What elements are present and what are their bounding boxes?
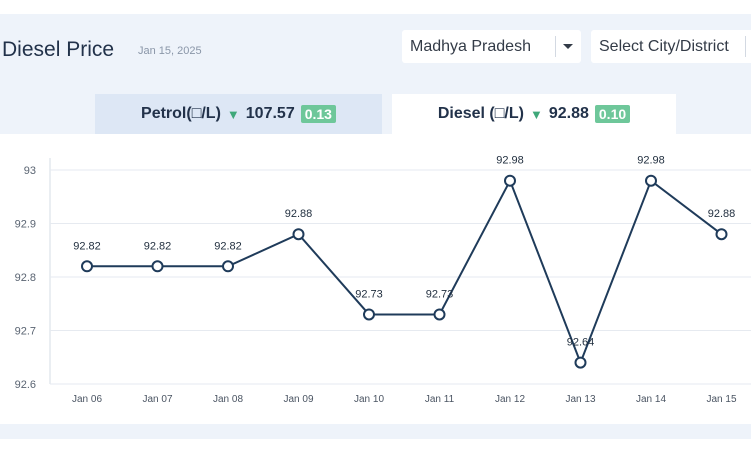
x-tick-label: Jan 06 [72, 394, 102, 405]
city-select[interactable]: Select City/District [591, 30, 751, 63]
tab-petrol-change-badge: 0.13 [300, 105, 336, 123]
data-point [715, 228, 728, 241]
down-arrow-icon: ▼ [226, 106, 240, 122]
tab-diesel-label: Diesel (□/L) [437, 105, 524, 122]
chevron-down-icon[interactable] [563, 44, 573, 49]
data-point [292, 228, 305, 241]
data-label: 92.73 [426, 288, 454, 300]
data-label: 92.98 [637, 155, 665, 167]
data-label: 92.82 [214, 240, 242, 252]
x-tick-label: Jan 14 [636, 394, 666, 405]
x-tick-label: Jan 09 [283, 394, 313, 405]
select-divider [745, 36, 746, 57]
data-label: 92.82 [73, 240, 101, 252]
data-point [574, 356, 587, 369]
price-line-chart: 92.6 92.7 92.8 92.9 93 Jan 06 Jan 07 Jan 08 Jan … [15, 155, 751, 405]
data-label: 92.73 [355, 288, 383, 300]
tab-petrol[interactable]: Petrol(□/L) ▼ 107.57 0.13 [95, 94, 382, 134]
down-arrow-icon: ▼ [529, 106, 543, 122]
x-tick-label: Jan 08 [213, 394, 243, 405]
y-tick-label: 92.7 [15, 326, 36, 338]
x-tick-label: Jan 13 [565, 394, 595, 405]
data-point [504, 174, 516, 187]
tab-diesel[interactable]: Diesel (□/L) ▼ 92.88 0.10 [392, 94, 676, 134]
data-label: 92.98 [496, 155, 524, 167]
tab-diesel-price: 92.88 [548, 105, 589, 122]
data-label: 92.82 [144, 240, 172, 252]
state-select[interactable]: Madhya Pradesh [402, 30, 581, 63]
x-tick-label: Jan 07 [142, 394, 172, 405]
y-tick-label: 93 [24, 165, 36, 177]
x-tick-label: Jan 12 [495, 394, 525, 405]
data-point [363, 308, 375, 321]
data-point [433, 308, 446, 321]
x-tick-label: Jan 10 [354, 394, 384, 405]
x-tick-label: Jan 15 [706, 394, 736, 405]
bottom-strip [0, 424, 751, 439]
data-point [151, 260, 164, 273]
data-point [81, 260, 93, 273]
y-tick-label: 92.9 [15, 219, 36, 231]
y-tick-label: 92.8 [15, 272, 36, 284]
tab-petrol-label: Petrol(□/L) [141, 105, 221, 122]
city-select-placeholder: Select City/District [599, 38, 729, 55]
select-divider [555, 36, 556, 57]
tab-diesel-change-badge: 0.10 [594, 105, 631, 123]
data-point [222, 260, 234, 273]
tab-petrol-price: 107.57 [245, 105, 295, 122]
price-date: Jan 15, 2025 [138, 45, 202, 57]
y-tick-label: 92.6 [15, 379, 36, 391]
data-label: 92.88 [708, 208, 736, 220]
data-label: 92.64 [567, 337, 595, 349]
page-title: Diesel Price [2, 38, 115, 61]
x-tick-label: Jan 11 [425, 394, 455, 405]
price-chart-panel: 92.6 92.7 92.8 92.9 93 Jan 06 Jan 07 Jan 08 Jan … [0, 134, 751, 424]
state-select-value: Madhya Pradesh [410, 38, 531, 55]
data-label: 92.88 [285, 208, 313, 220]
data-point [645, 174, 657, 187]
diesel-price-line [87, 178, 723, 366]
